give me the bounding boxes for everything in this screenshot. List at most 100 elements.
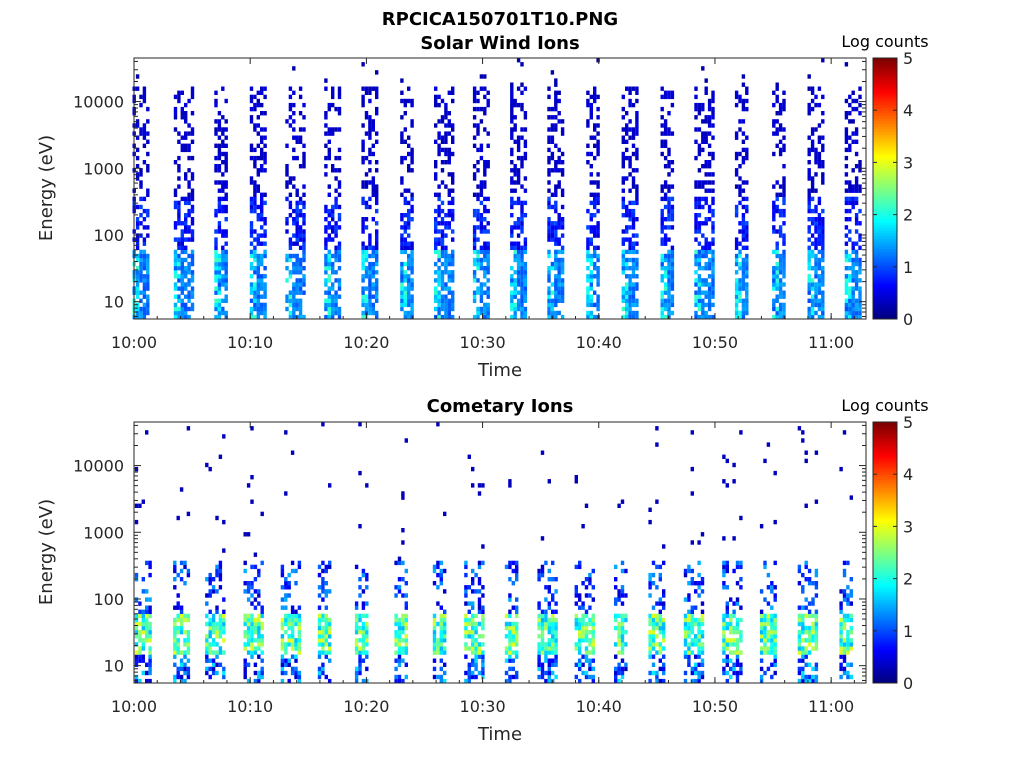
spectrogram-cell (814, 229, 817, 233)
spectrogram-cell (667, 262, 670, 266)
spectrogram-cell (294, 610, 297, 614)
spectrogram-cell (745, 307, 748, 311)
spectrogram-cell (554, 233, 557, 237)
spectrogram-cell (798, 630, 801, 634)
spectrogram-cell (664, 193, 667, 197)
spectrogram-cell (183, 642, 186, 646)
spectrogram-cell (219, 455, 222, 459)
spectrogram-cell (294, 581, 297, 585)
spectrogram-cell (292, 209, 295, 213)
spectrogram-cell (821, 254, 824, 258)
spectrogram-cell (404, 221, 407, 225)
spectrogram-cell (209, 630, 212, 634)
spectrogram-cell (808, 626, 811, 630)
spectrogram-cell (537, 663, 540, 667)
spectrogram-cell (551, 156, 554, 160)
spectrogram-cell (481, 561, 484, 565)
spectrogram-cell (145, 638, 148, 642)
spectrogram-cell (508, 659, 511, 663)
spectrogram-cell (661, 107, 664, 111)
spectrogram-cell (614, 601, 617, 605)
spectrogram-cell (143, 123, 146, 127)
spectrogram-cell (187, 426, 190, 430)
spectrogram-cell (839, 589, 842, 593)
spectrogram-cell (508, 626, 511, 630)
spectrogram-cell (221, 299, 224, 303)
spectrogram-cell (443, 638, 446, 642)
spectrogram-cell (592, 667, 595, 671)
spectrogram-cell (514, 258, 517, 262)
spectrogram-cell (483, 172, 486, 176)
spectrogram-cell (708, 262, 711, 266)
spectrogram-cell (436, 650, 439, 654)
spectrogram-cell (735, 262, 738, 266)
spectrogram-cell (285, 119, 288, 123)
x-tick-label: 10:20 (343, 333, 389, 352)
spectrogram-cell (250, 286, 253, 290)
spectrogram-cell (661, 262, 664, 266)
spectrogram-cell (684, 597, 687, 601)
spectrogram-cell (687, 565, 690, 569)
spectrogram-cell (814, 103, 817, 107)
spectrogram-cell (625, 295, 628, 299)
spectrogram-cell (437, 295, 440, 299)
spectrogram-cell (400, 217, 403, 221)
spectrogram-cell (487, 303, 490, 307)
spectrogram-cell (331, 311, 334, 315)
spectrogram-cell (801, 646, 804, 650)
spectrogram-cell (187, 229, 190, 233)
spectrogram-cell (187, 307, 190, 311)
spectrogram-cell (515, 614, 518, 618)
spectrogram-cell (554, 225, 557, 229)
spectrogram-cell (174, 201, 177, 205)
spectrogram-cell (845, 282, 848, 286)
spectrogram-cell (722, 569, 725, 573)
spectrogram-cell (328, 561, 331, 565)
spectrogram-cell (398, 557, 401, 561)
spectrogram-cell (401, 618, 404, 622)
spectrogram-cell (448, 111, 451, 115)
spectrogram-cell (263, 233, 266, 237)
spectrogram-cell (801, 675, 804, 679)
spectrogram-cell (848, 278, 851, 282)
spectrogram-cell (808, 569, 811, 573)
spectrogram-cell (222, 434, 225, 438)
spectrogram-cell (289, 201, 292, 205)
spectrogram-cell (334, 299, 337, 303)
spectrogram-cell (324, 87, 327, 91)
spectrogram-cell (143, 278, 146, 282)
spectrogram-cell (701, 610, 704, 614)
spectrogram-cell (551, 127, 554, 131)
spectrogram-cell (218, 189, 221, 193)
spectrogram-cell (711, 274, 714, 278)
spectrogram-cell (544, 597, 547, 601)
spectrogram-cell (291, 638, 294, 642)
spectrogram-cell (596, 197, 599, 201)
spectrogram-cell (708, 115, 711, 119)
spectrogram-cell (635, 250, 638, 254)
spectrogram-cell (375, 201, 378, 205)
spectrogram-cell (736, 659, 739, 663)
spectrogram-cell (410, 217, 413, 221)
spectrogram-cell (358, 593, 361, 597)
spectrogram-cell (517, 168, 520, 172)
spectrogram-cell (760, 675, 763, 679)
spectrogram-cell (476, 148, 479, 152)
spectrogram-cell (180, 610, 183, 614)
spectrogram-cell (738, 242, 741, 246)
spectrogram-cell (735, 156, 738, 160)
spectrogram-cell (711, 295, 714, 299)
spectrogram-cell (263, 229, 266, 233)
spectrogram-cell (617, 671, 620, 675)
spectrogram-cell (561, 291, 564, 295)
spectrogram-cell (561, 270, 564, 274)
spectrogram-cell (510, 160, 513, 164)
spectrogram-cell (480, 282, 483, 286)
spectrogram-cell (177, 618, 180, 622)
spectrogram-cell (253, 156, 256, 160)
spectrogram-cell (635, 193, 638, 197)
spectrogram-cell (244, 659, 247, 663)
spectrogram-cell (410, 160, 413, 164)
spectrogram-cell (514, 189, 517, 193)
spectrogram-cell (596, 266, 599, 270)
